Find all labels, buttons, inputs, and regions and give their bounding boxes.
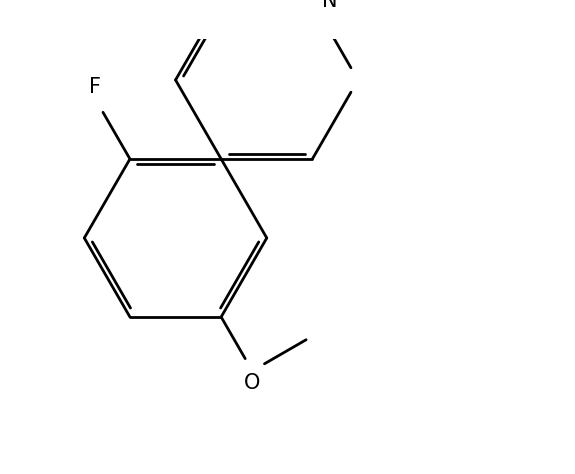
- Text: N: N: [323, 0, 338, 11]
- Text: O: O: [244, 373, 260, 392]
- Text: F: F: [89, 76, 101, 97]
